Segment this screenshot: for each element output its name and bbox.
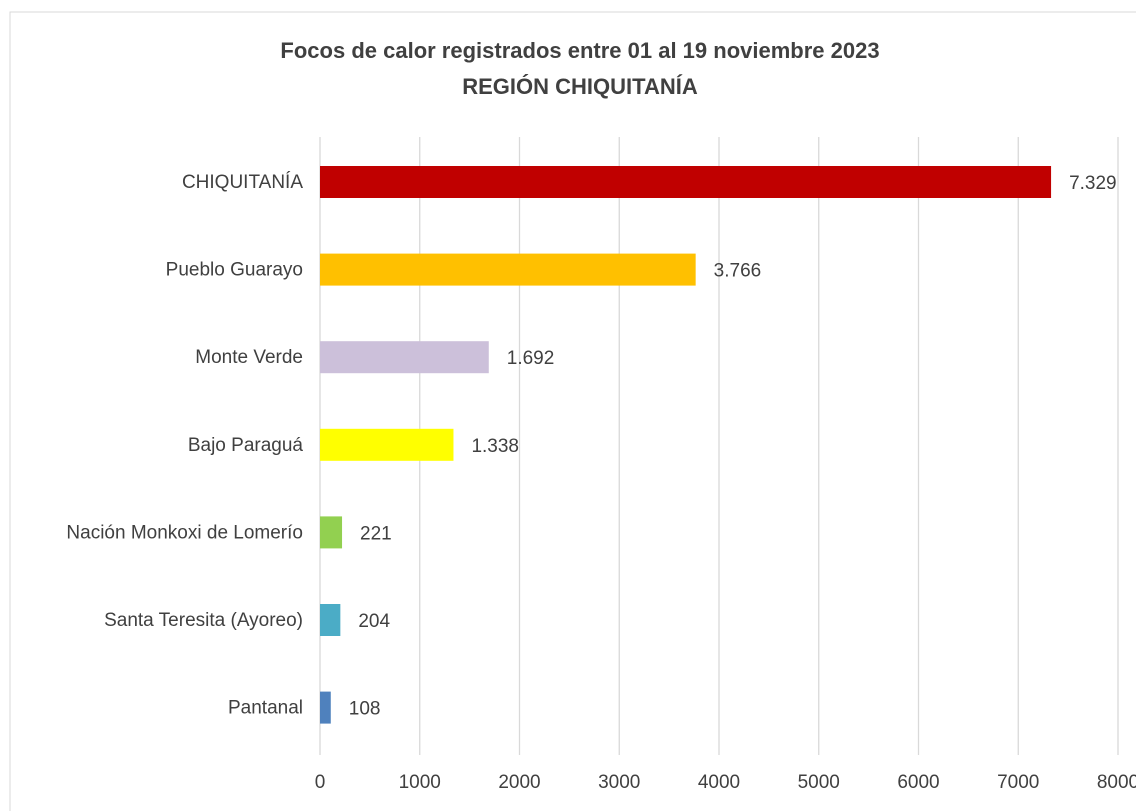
y-tick-label: Nación Monkoxi de Lomerío [66,522,303,543]
chart-title: Focos de calor registrados entre 01 al 1… [280,38,879,63]
data-label: 1.692 [507,348,555,369]
x-tick-label: 6000 [897,772,939,793]
bar [320,604,341,636]
y-tick-label: Monte Verde [195,347,303,368]
x-tick-label: 0 [315,772,326,793]
x-tick-label: 1000 [399,772,441,793]
data-label: 7.329 [1069,173,1117,194]
data-label: 1.338 [471,436,519,457]
y-tick-label: Pueblo Guarayo [166,260,303,281]
y-tick-label: Santa Teresita (Ayoreo) [104,610,303,631]
bar [320,166,1052,198]
chart-frame [9,11,1136,811]
x-tick-label: 2000 [498,772,540,793]
bar [320,691,331,724]
chart-subtitle: REGIÓN CHIQUITANÍA [462,74,698,99]
x-tick-label: 4000 [698,772,740,793]
data-label: 204 [358,611,390,632]
bar [320,341,489,374]
y-tick-label: Bajo Paraguá [188,435,304,456]
x-tick-label: 8000 [1097,772,1136,793]
y-tick-label: Pantanal [228,698,303,719]
x-tick-label: 5000 [798,772,840,793]
bar [320,428,454,461]
data-label: 221 [360,523,392,544]
y-tick-label: CHIQUITANÍA [182,172,303,193]
x-tick-label: 3000 [598,772,640,793]
data-label: 3.766 [714,261,762,282]
data-label: 108 [349,699,381,720]
bar [320,253,696,286]
x-tick-label: 7000 [997,772,1039,793]
bar [320,516,343,549]
